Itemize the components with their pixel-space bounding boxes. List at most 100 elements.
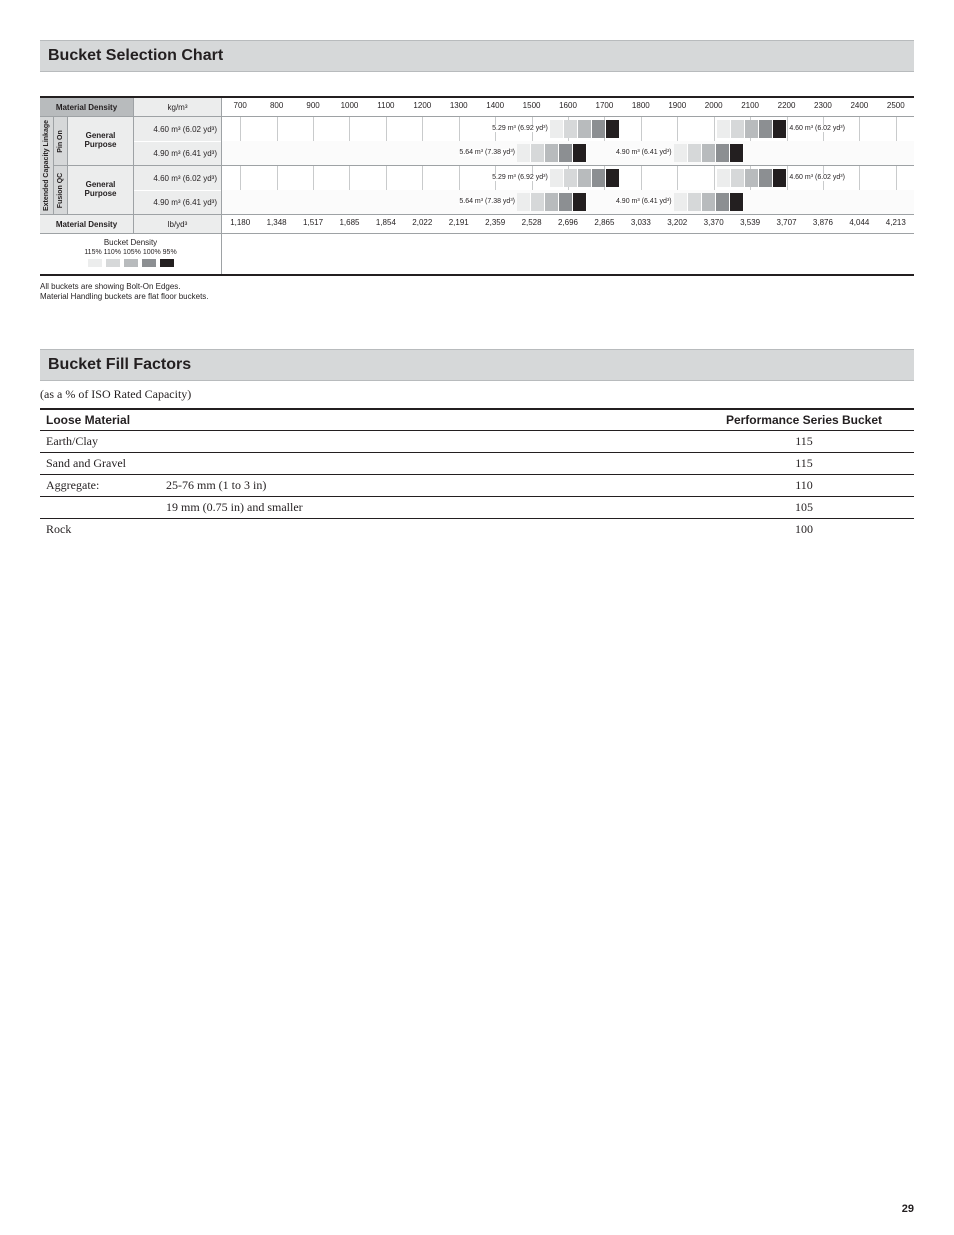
bucket-lane: 5.29 m³ (6.92 yd³) 4.60 m³ (6.02 yd³): [222, 166, 914, 190]
bar-label: 4.60 m³ (6.02 yd³): [789, 125, 845, 132]
value-cell: 115: [694, 431, 914, 453]
kg-tick: 1700: [596, 101, 614, 110]
fill-factors-subtitle: (as a % of ISO Rated Capacity): [40, 387, 914, 402]
col-material: Loose Material: [40, 409, 694, 431]
note-line: Material Handling buckets are flat floor…: [40, 292, 914, 302]
detail-cell: 19 mm (0.75 in) and smaller: [160, 497, 694, 519]
kg-tick: 1200: [413, 101, 431, 110]
material-density-hdr-top: Material Density: [40, 98, 134, 116]
material-cell: Earth/Clay: [40, 431, 160, 453]
material-density-hdr-bottom: Material Density: [40, 215, 134, 233]
density-bar: 5.29 m³ (6.92 yd³): [550, 169, 620, 187]
fill-factor-row: Aggregate:25-76 mm (1 to 3 in)110: [40, 475, 914, 497]
density-bar: 4.60 m³ (6.02 yd³): [717, 120, 787, 138]
detail-cell: [160, 453, 694, 475]
kg-tick: 1600: [559, 101, 577, 110]
chart-header-top: Material Density kg/m³ 70080090010001100…: [40, 98, 914, 117]
purpose-label: GeneralPurpose: [68, 117, 134, 165]
lb-tick: 4,213: [886, 218, 906, 227]
legend-swatch: [159, 258, 175, 268]
fill-factor-row: Rock100: [40, 519, 914, 541]
density-bar: 4.90 m³ (6.41 yd³): [674, 193, 744, 211]
kg-tick: 2300: [814, 101, 832, 110]
unit-kg: kg/m³: [134, 98, 222, 116]
density-bar: 5.29 m³ (6.92 yd³): [550, 120, 620, 138]
density-bar: 4.60 m³ (6.02 yd³): [717, 169, 787, 187]
capacity-cell: 4.60 m³ (6.02 yd³): [134, 117, 221, 141]
fill-factors-table: Loose Material Performance Series Bucket…: [40, 408, 914, 540]
bar-label: 5.64 m³ (7.38 yd³): [459, 149, 515, 156]
density-bar: 5.64 m³ (7.38 yd³): [517, 144, 587, 162]
legend-swatches: [44, 258, 217, 268]
value-cell: 105: [694, 497, 914, 519]
kg-tick: 1400: [486, 101, 504, 110]
lb-tick: 2,865: [594, 218, 614, 227]
kg-tick: 1000: [341, 101, 359, 110]
attachment-label: Fusion QC: [57, 172, 64, 207]
note-line: All buckets are showing Bolt-On Edges.: [40, 282, 914, 292]
capacity-cell: 4.90 m³ (6.41 yd³): [134, 190, 221, 214]
kg-tick: 2100: [741, 101, 759, 110]
attachment-label: Pin On: [57, 130, 64, 153]
kg-tick: 700: [234, 101, 247, 110]
lb-tick: 2,191: [449, 218, 469, 227]
kg-tick: 2500: [887, 101, 905, 110]
lb-tick: 2,528: [522, 218, 542, 227]
value-cell: 115: [694, 453, 914, 475]
legend-swatch: [87, 258, 103, 268]
bucket-section: Fusion QCGeneralPurpose4.60 m³ (6.02 yd³…: [54, 166, 914, 215]
legend-title: Bucket Density: [44, 238, 217, 247]
chart-header-bottom: Material Density lb/yd³ 1,180 1,348 1,517 1…: [40, 215, 914, 234]
kg-tick: 1500: [523, 101, 541, 110]
lb-tick: 3,202: [667, 218, 687, 227]
density-bar: 5.64 m³ (7.38 yd³): [517, 193, 587, 211]
linkage-label: Extended Capacity Linkage: [43, 120, 50, 211]
lb-tick: 3,033: [631, 218, 651, 227]
material-cell: Aggregate:: [40, 475, 160, 497]
kg-scale: 7008009001000110012001300140015001600170…: [222, 98, 914, 116]
lb-tick: 1,854: [376, 218, 396, 227]
kg-tick: 900: [306, 101, 319, 110]
legend-swatch: [123, 258, 139, 268]
fill-factors-title: Bucket Fill Factors: [40, 349, 914, 381]
fill-factor-row: 19 mm (0.75 in) and smaller105: [40, 497, 914, 519]
bucket-lane: 5.64 m³ (7.38 yd³) 4.90 m³ (6.41 yd³): [222, 190, 914, 214]
kg-tick: 2200: [778, 101, 796, 110]
lb-tick: 1,685: [339, 218, 359, 227]
fill-factor-row: Sand and Gravel 115: [40, 453, 914, 475]
material-cell: Rock: [40, 519, 160, 541]
lb-tick: 1,517: [303, 218, 323, 227]
legend-swatch: [141, 258, 157, 268]
legend-swatch: [105, 258, 121, 268]
bar-label: 5.29 m³ (6.92 yd³): [492, 125, 548, 132]
bar-label: 5.29 m³ (6.92 yd³): [492, 174, 548, 181]
lb-tick: 1,348: [267, 218, 287, 227]
kg-tick: 800: [270, 101, 283, 110]
kg-tick: 1800: [632, 101, 650, 110]
lb-tick: 1,180: [230, 218, 250, 227]
col-bucket: Performance Series Bucket: [694, 409, 914, 431]
selection-chart: Material Density kg/m³ 70080090010001100…: [40, 96, 914, 276]
unit-lb: lb/yd³: [134, 215, 222, 233]
bucket-lane: 5.29 m³ (6.92 yd³) 4.60 m³ (6.02 yd³): [222, 117, 914, 141]
bar-label: 4.60 m³ (6.02 yd³): [789, 174, 845, 181]
lb-tick: 2,359: [485, 218, 505, 227]
lb-tick: 3,539: [740, 218, 760, 227]
lb-tick: 3,876: [813, 218, 833, 227]
density-legend-row: Bucket Density 115% 110% 105% 100% 95%: [40, 234, 914, 276]
lb-tick: 3,370: [704, 218, 724, 227]
kg-tick: 1300: [450, 101, 468, 110]
detail-cell: 25-76 mm (1 to 3 in): [160, 475, 694, 497]
bucket-section: Pin OnGeneralPurpose4.60 m³ (6.02 yd³)4.…: [54, 117, 914, 166]
bar-label: 4.90 m³ (6.41 yd³): [616, 198, 672, 205]
density-bar: 4.90 m³ (6.41 yd³): [674, 144, 744, 162]
material-cell: [40, 497, 160, 519]
purpose-label: GeneralPurpose: [68, 166, 134, 214]
legend-labels: 115% 110% 105% 100% 95%: [44, 249, 217, 256]
lb-tick: 2,696: [558, 218, 578, 227]
lb-tick: 2,022: [412, 218, 432, 227]
capacity-cell: 4.60 m³ (6.02 yd³): [134, 166, 221, 190]
fill-factor-row: Earth/Clay 115: [40, 431, 914, 453]
bar-label: 5.64 m³ (7.38 yd³): [459, 198, 515, 205]
material-cell: Sand and Gravel: [40, 453, 160, 475]
